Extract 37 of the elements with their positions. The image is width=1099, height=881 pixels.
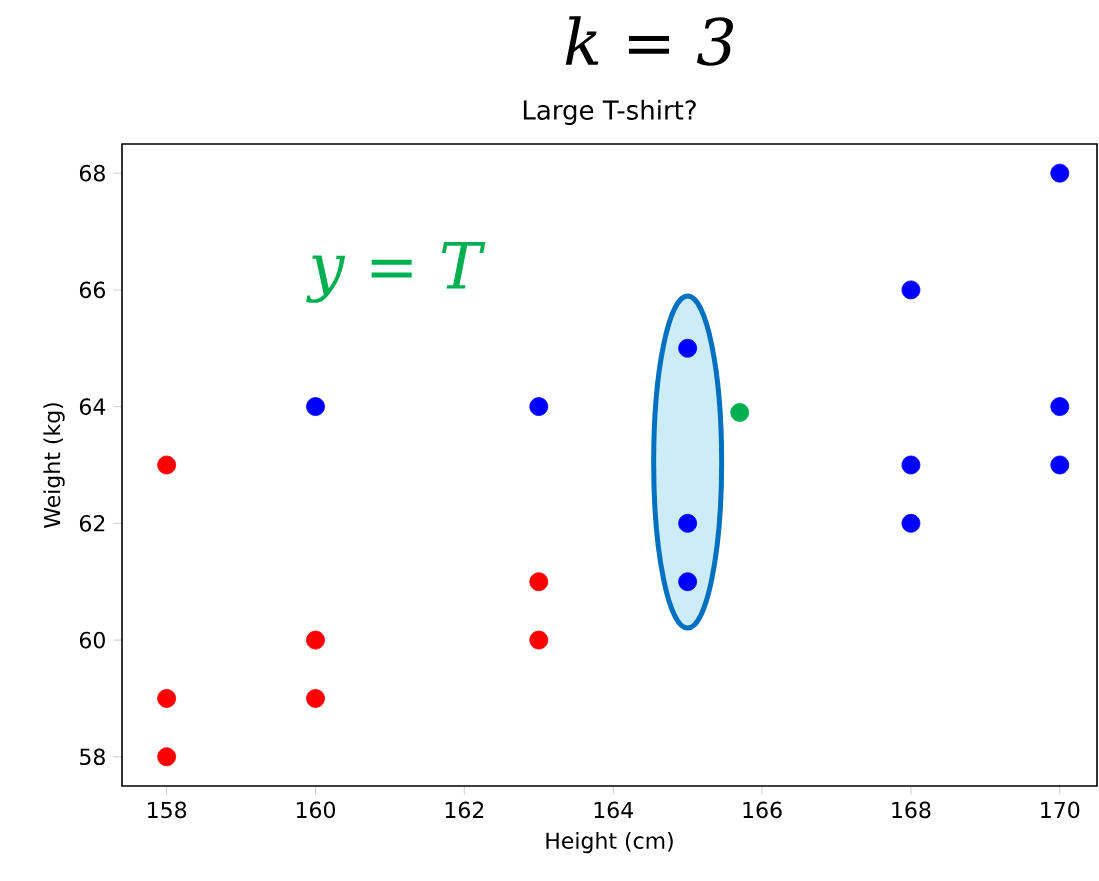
point	[1050, 397, 1070, 417]
point	[678, 513, 698, 533]
point	[1050, 455, 1070, 475]
x-tick-label: 164	[594, 801, 633, 819]
chart-title: k = 3	[565, 16, 733, 66]
x-tick-label: 170	[1041, 801, 1080, 819]
x-axis-title: Height (cm)	[546, 831, 673, 854]
x-tick-label: 162	[445, 801, 484, 819]
point	[306, 397, 325, 417]
x-tick-label: 160	[296, 801, 336, 819]
point	[157, 689, 177, 708]
y-tick-label: 66	[79, 281, 106, 299]
x-tick-label: 158	[148, 801, 187, 819]
point	[678, 338, 698, 358]
point	[901, 455, 921, 475]
x-tick-label: 168	[892, 801, 931, 819]
point	[529, 572, 549, 592]
point	[529, 397, 549, 417]
y-tick-label: 64	[79, 398, 106, 415]
point	[678, 572, 698, 592]
point	[1050, 163, 1070, 183]
point	[306, 630, 325, 650]
y-tick-label: 58	[80, 748, 105, 766]
y-tick-label: 68	[79, 164, 105, 182]
x-tick-label: 166	[743, 801, 782, 819]
annotation: y = T	[306, 241, 486, 303]
point	[529, 630, 549, 650]
point	[730, 403, 750, 422]
y-tick-label: 60	[79, 631, 105, 649]
point	[157, 455, 177, 475]
y-axis-title: Weight (kg)	[43, 403, 65, 529]
point	[157, 747, 177, 767]
point	[306, 689, 325, 708]
point	[901, 280, 921, 300]
chart-subtitle: Large T-shirt?	[523, 99, 696, 125]
point	[901, 513, 921, 533]
y-tick-label: 62	[79, 515, 105, 532]
